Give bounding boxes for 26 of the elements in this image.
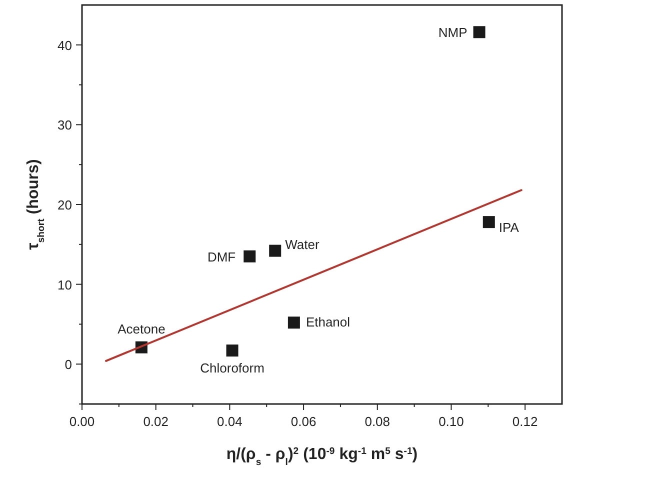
annotation: DMF bbox=[207, 249, 236, 264]
x-tick-label: 0.04 bbox=[217, 414, 242, 429]
y-tick-label: 20 bbox=[58, 198, 72, 212]
y-tick-label: 30 bbox=[58, 118, 72, 133]
x-tick-label: 0.00 bbox=[69, 414, 95, 429]
annotation: Ethanol bbox=[306, 314, 350, 330]
x-tick-label: 0.12 bbox=[512, 414, 538, 429]
point bbox=[473, 26, 486, 38]
point bbox=[288, 316, 300, 329]
annotation: NMP bbox=[438, 25, 468, 40]
x-tick-label: 0.02 bbox=[143, 414, 168, 429]
text: η/(ρ$_{s}$ - ρ$_{l}$)$^{2}$ (10$^{-9}$ kg$^{-1}$ m$^{5}$ s$^{-1}$) bbox=[226, 446, 418, 468]
point bbox=[269, 244, 282, 257]
annotation: Acetone bbox=[118, 321, 166, 336]
y-tick-label: 40 bbox=[58, 38, 72, 53]
x-tick-label: 0.06 bbox=[290, 414, 316, 429]
x-tick-label: 0.08 bbox=[364, 414, 390, 429]
x-tick-label: 0.10 bbox=[438, 414, 464, 429]
y-tick-label: 0 bbox=[64, 357, 72, 372]
point bbox=[244, 250, 256, 262]
annotation: Water bbox=[285, 236, 320, 252]
point bbox=[482, 216, 495, 228]
annotation: IPA bbox=[498, 220, 520, 236]
annotation: Chloroform bbox=[200, 360, 264, 376]
point bbox=[226, 344, 238, 357]
y-tick-label: 10 bbox=[58, 277, 72, 292]
